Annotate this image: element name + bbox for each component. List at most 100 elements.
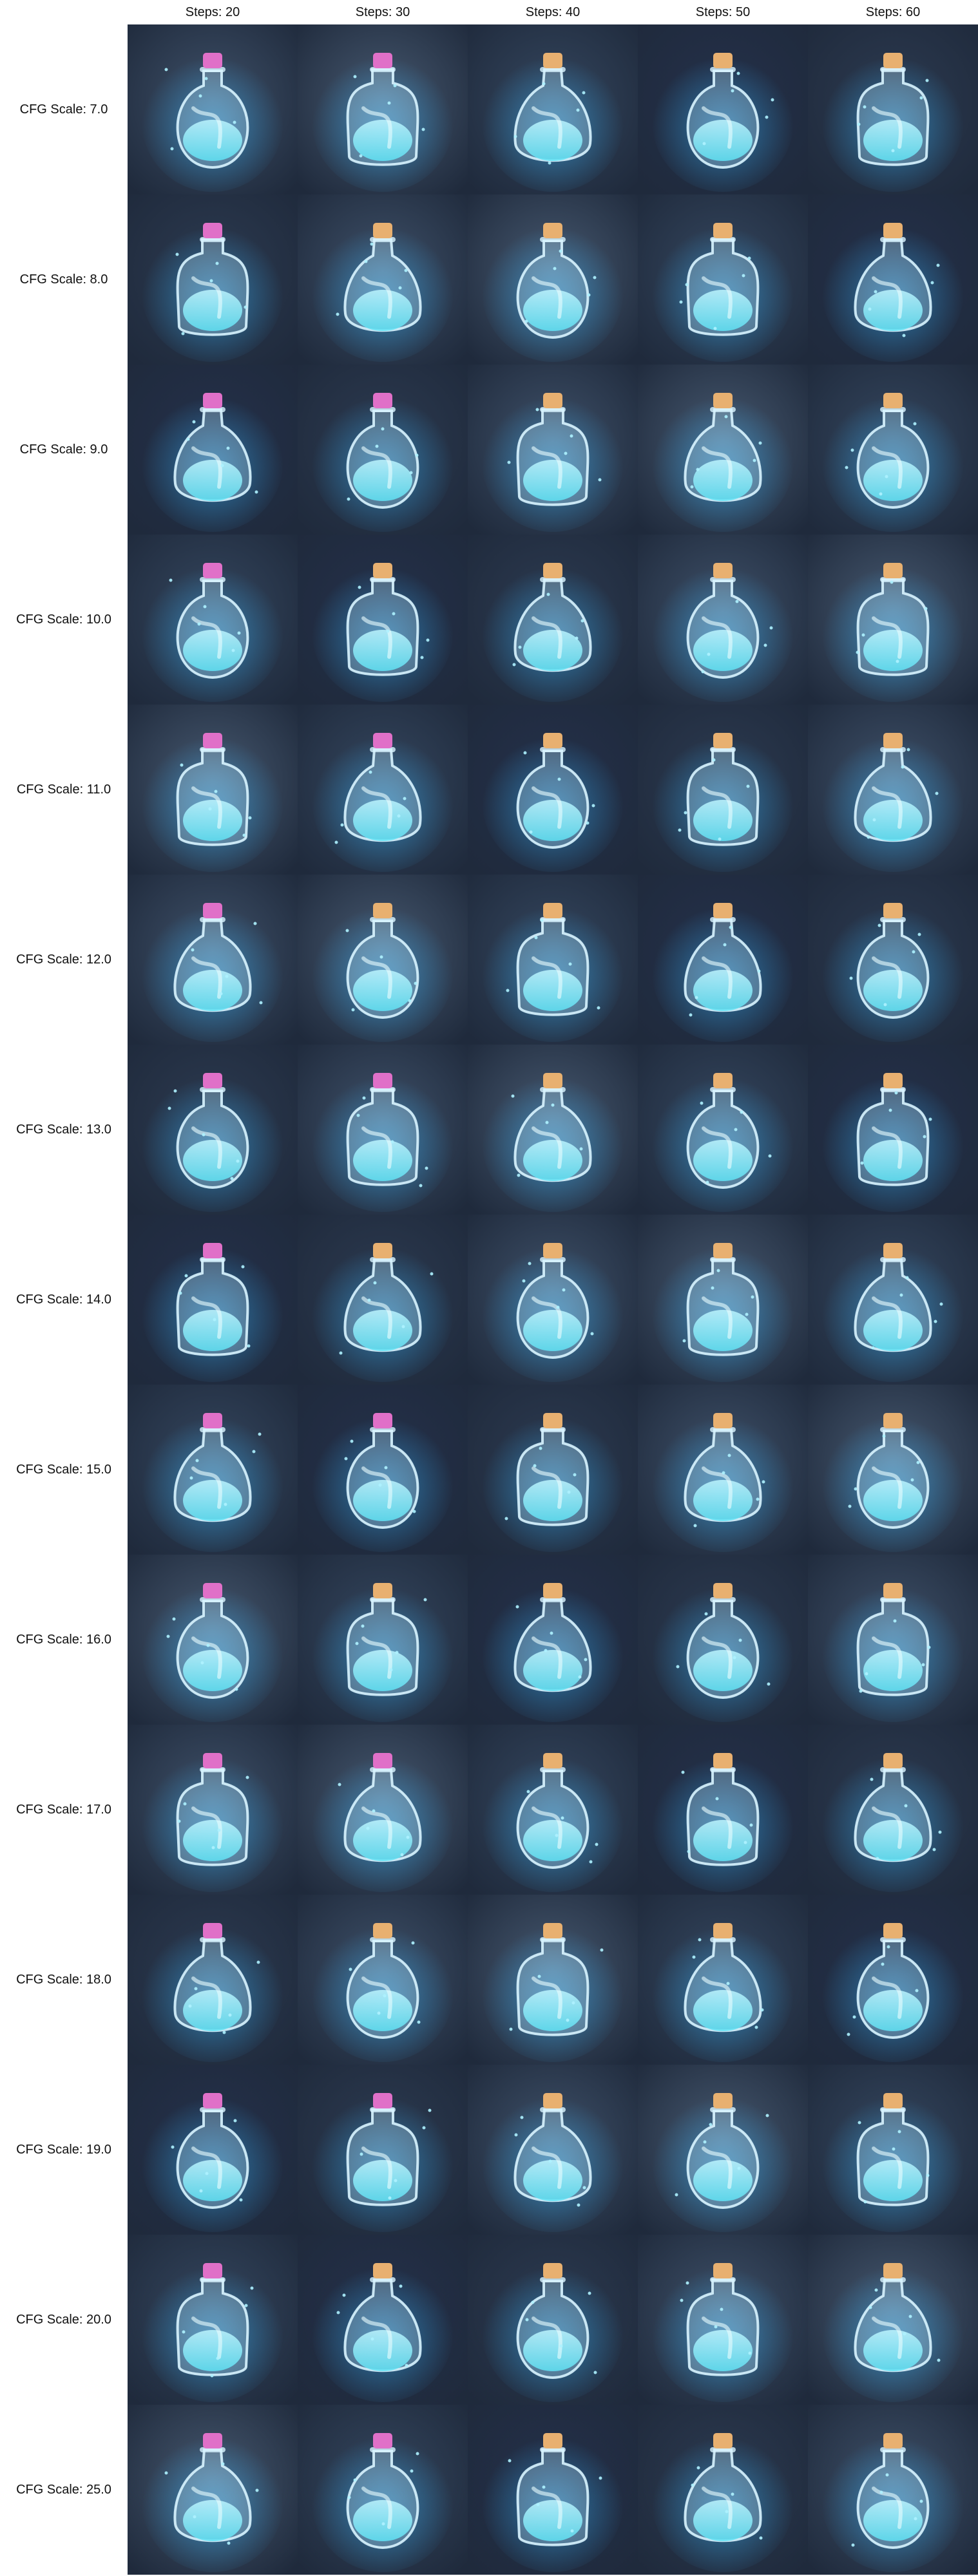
grid-cell bbox=[128, 194, 298, 365]
grid-cell bbox=[298, 875, 468, 1045]
grid-cell bbox=[808, 2235, 978, 2405]
grid-cell bbox=[638, 1215, 808, 1385]
potion-bottle-image bbox=[128, 2235, 298, 2405]
potion-bottle-image bbox=[638, 1045, 808, 1215]
potion-bottle-image bbox=[638, 1725, 808, 1895]
grid-cell bbox=[638, 365, 808, 535]
grid-cell bbox=[468, 2405, 638, 2575]
grid-cell bbox=[298, 1555, 468, 1725]
potion-bottle-image bbox=[468, 1895, 638, 2065]
column-header: Steps: 40 bbox=[525, 5, 580, 19]
grid-cell bbox=[638, 1045, 808, 1215]
row-label: CFG Scale: 25.0 bbox=[16, 2482, 111, 2497]
grid-cell bbox=[638, 2065, 808, 2235]
potion-bottle-image bbox=[298, 2235, 468, 2405]
grid-cell bbox=[128, 1895, 298, 2065]
row-label-column: CFG Scale: 7.0 CFG Scale: 8.0 CFG Scale: 9… bbox=[0, 24, 128, 2576]
potion-bottle-image bbox=[298, 365, 468, 535]
potion-bottle-image bbox=[638, 2405, 808, 2575]
grid-cell bbox=[298, 1895, 468, 2065]
potion-bottle-image bbox=[468, 365, 638, 535]
grid-cell bbox=[638, 194, 808, 365]
potion-bottle-image bbox=[638, 24, 808, 194]
grid-cell bbox=[468, 875, 638, 1045]
grid-cell bbox=[128, 365, 298, 535]
grid-cell bbox=[468, 194, 638, 365]
grid-cell bbox=[468, 1215, 638, 1385]
grid-cell bbox=[808, 705, 978, 875]
column-header: Steps: 50 bbox=[695, 5, 751, 19]
potion-bottle-image bbox=[638, 2235, 808, 2405]
potion-bottle-image bbox=[128, 705, 298, 875]
row-label: CFG Scale: 14.0 bbox=[16, 1292, 111, 1307]
row-label: CFG Scale: 8.0 bbox=[19, 272, 108, 287]
potion-bottle-image bbox=[638, 365, 808, 535]
grid-cell bbox=[298, 1385, 468, 1555]
potion-bottle-image bbox=[808, 2405, 978, 2575]
potion-bottle-image bbox=[298, 24, 468, 194]
potion-bottle-image bbox=[298, 875, 468, 1045]
potion-bottle-image bbox=[298, 1215, 468, 1385]
grid-cell bbox=[128, 2405, 298, 2575]
grid-cell bbox=[808, 535, 978, 705]
grid-cell bbox=[638, 535, 808, 705]
grid-cell bbox=[298, 194, 468, 365]
column-header: Steps: 20 bbox=[185, 5, 240, 19]
row-label: CFG Scale: 10.0 bbox=[16, 612, 111, 627]
grid-cell bbox=[468, 2235, 638, 2405]
grid-cell bbox=[638, 24, 808, 194]
row-label: CFG Scale: 9.0 bbox=[19, 442, 108, 457]
potion-bottle-image bbox=[298, 2065, 468, 2235]
column-header: Steps: 30 bbox=[355, 5, 410, 19]
grid-cell bbox=[638, 875, 808, 1045]
potion-bottle-image bbox=[468, 1555, 638, 1725]
grid-cell bbox=[808, 1895, 978, 2065]
potion-bottle-image bbox=[808, 1045, 978, 1215]
grid-cell bbox=[638, 2405, 808, 2575]
potion-bottle-image bbox=[808, 1215, 978, 1385]
potion-bottle-image bbox=[298, 535, 468, 705]
row-label: CFG Scale: 11.0 bbox=[16, 782, 111, 797]
potion-bottle-image bbox=[638, 1555, 808, 1725]
grid-cell bbox=[808, 875, 978, 1045]
potion-bottle-image bbox=[128, 1215, 298, 1385]
potion-bottle-image bbox=[128, 1895, 298, 2065]
column-header: Steps: 60 bbox=[865, 5, 921, 19]
grid-cell bbox=[298, 535, 468, 705]
potion-bottle-image bbox=[638, 705, 808, 875]
grid-cell bbox=[298, 2235, 468, 2405]
grid-cell bbox=[128, 1045, 298, 1215]
grid-cell bbox=[128, 2065, 298, 2235]
grid-cell bbox=[298, 705, 468, 875]
grid-cell bbox=[808, 1045, 978, 1215]
grid-cell bbox=[468, 1555, 638, 1725]
potion-bottle-image bbox=[808, 194, 978, 365]
grid-cell bbox=[128, 1555, 298, 1725]
grid-cell bbox=[468, 535, 638, 705]
potion-bottle-image bbox=[808, 875, 978, 1045]
potion-bottle-image bbox=[808, 1385, 978, 1555]
potion-bottle-image bbox=[468, 1215, 638, 1385]
potion-bottle-image bbox=[128, 24, 298, 194]
row-label: CFG Scale: 13.0 bbox=[16, 1122, 111, 1137]
row-label: CFG Scale: 12.0 bbox=[16, 952, 111, 967]
potion-bottle-image bbox=[808, 535, 978, 705]
grid-cell bbox=[128, 535, 298, 705]
grid-cell bbox=[638, 1385, 808, 1555]
grid-cell bbox=[808, 2405, 978, 2575]
potion-bottle-image bbox=[808, 2065, 978, 2235]
potion-bottle-image bbox=[298, 705, 468, 875]
potion-bottle-image bbox=[298, 1045, 468, 1215]
potion-bottle-image bbox=[468, 24, 638, 194]
grid-cell bbox=[128, 705, 298, 875]
potion-bottle-image bbox=[128, 1045, 298, 1215]
grid-cell bbox=[638, 1555, 808, 1725]
potion-bottle-image bbox=[638, 535, 808, 705]
row-label: CFG Scale: 20.0 bbox=[16, 2312, 111, 2327]
potion-bottle-image bbox=[128, 535, 298, 705]
column-header-row: Steps: 20 Steps: 30 Steps: 40 Steps: 50 Step… bbox=[128, 0, 978, 24]
potion-bottle-image bbox=[468, 535, 638, 705]
potion-bottle-image bbox=[808, 1725, 978, 1895]
potion-bottle-image bbox=[128, 1555, 298, 1725]
grid-cell bbox=[298, 2065, 468, 2235]
